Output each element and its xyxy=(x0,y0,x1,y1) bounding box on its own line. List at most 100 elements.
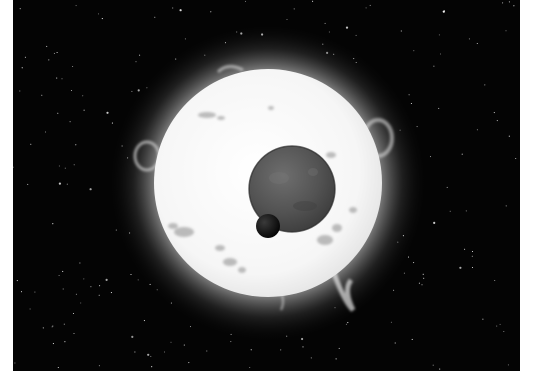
star-dot xyxy=(505,30,507,32)
star-dot xyxy=(42,327,44,329)
star-dot xyxy=(189,326,192,328)
star-dot xyxy=(131,90,133,92)
star-dot xyxy=(21,67,23,69)
star-dot xyxy=(101,18,103,20)
star-dot xyxy=(347,322,349,324)
star-dot xyxy=(64,167,66,169)
star-dot xyxy=(143,320,145,322)
star-dot xyxy=(210,11,212,13)
star-dot xyxy=(421,284,423,286)
star-dot xyxy=(24,56,26,58)
star-dot xyxy=(183,344,185,346)
star-dot xyxy=(449,210,451,212)
star-dot xyxy=(390,321,392,323)
star-dot xyxy=(502,2,504,4)
star-dot xyxy=(324,22,326,24)
star-dot xyxy=(328,31,330,33)
star-dot xyxy=(41,94,43,96)
star-dot xyxy=(471,266,474,269)
star-dot xyxy=(179,9,182,12)
star-dot xyxy=(52,223,54,225)
star-dot xyxy=(188,362,190,364)
star-dot xyxy=(429,156,432,158)
star-dot xyxy=(154,16,156,18)
star-dot xyxy=(369,4,371,6)
star-dot xyxy=(355,34,357,36)
star-dot xyxy=(310,357,312,359)
star-dot xyxy=(58,274,60,277)
star-dot xyxy=(476,42,478,45)
star-dot xyxy=(48,59,50,61)
star-dot xyxy=(13,166,14,168)
star-dot xyxy=(172,7,174,9)
star-dot xyxy=(476,129,478,131)
star-dot xyxy=(56,51,58,54)
star-dot xyxy=(403,272,405,274)
star-dot xyxy=(508,135,510,137)
large-planet-disk xyxy=(249,146,335,232)
star-dot xyxy=(280,349,282,351)
star-dot xyxy=(98,365,100,367)
star-dot xyxy=(345,323,347,325)
sunspots xyxy=(168,106,357,273)
star-dot xyxy=(230,341,232,343)
star-dot xyxy=(83,278,85,280)
star-dot xyxy=(58,182,62,185)
star-dot xyxy=(64,341,66,343)
star-dot xyxy=(97,13,100,15)
star-dot xyxy=(286,18,288,21)
star-dot xyxy=(393,289,395,291)
star-dot xyxy=(338,347,340,349)
large-planet xyxy=(248,145,336,233)
star-dot xyxy=(302,346,304,348)
star-dot xyxy=(503,330,505,333)
star-dot xyxy=(293,8,295,10)
star-dot xyxy=(184,38,186,40)
star-dot xyxy=(249,366,251,369)
star-dot xyxy=(413,50,415,52)
star-dot xyxy=(56,77,58,79)
star-dot xyxy=(394,342,396,344)
star-dot xyxy=(365,7,367,9)
star-dot xyxy=(413,262,415,264)
star-dot xyxy=(75,5,77,7)
star-dot xyxy=(147,353,150,356)
star-dot xyxy=(335,358,337,360)
star-dot xyxy=(98,294,100,296)
star-dot xyxy=(345,26,349,29)
star-dot xyxy=(44,131,47,133)
star-dot xyxy=(505,205,507,207)
space-scene xyxy=(13,0,520,371)
star-dot xyxy=(250,349,252,351)
star-dot xyxy=(16,280,18,282)
star-dot xyxy=(52,343,54,345)
star-dot xyxy=(52,325,54,327)
star-dot xyxy=(110,292,112,294)
star-dot xyxy=(57,366,59,369)
star-dot xyxy=(90,286,92,288)
star-dot xyxy=(30,143,32,145)
star-dot xyxy=(459,266,462,269)
star-dot xyxy=(206,350,208,352)
star-dot xyxy=(89,188,92,191)
star-dot xyxy=(105,278,108,281)
star-dot xyxy=(411,338,413,340)
star-dot xyxy=(410,102,412,105)
star-dot xyxy=(442,10,445,13)
star-dot xyxy=(106,111,109,114)
star-dot xyxy=(58,165,60,167)
star-dot xyxy=(46,45,48,47)
star-dot xyxy=(461,153,463,155)
star-dot xyxy=(75,293,77,295)
star-dot xyxy=(131,335,134,338)
star-dot xyxy=(439,368,441,370)
star-dot xyxy=(80,302,82,304)
star-dot xyxy=(438,107,440,109)
star-dot xyxy=(499,323,501,325)
star-dot xyxy=(244,0,247,2)
star-dot xyxy=(70,89,73,92)
star-dot xyxy=(163,351,166,353)
star-dot xyxy=(139,54,141,56)
star-dot xyxy=(496,120,498,122)
star-dot xyxy=(99,285,101,287)
